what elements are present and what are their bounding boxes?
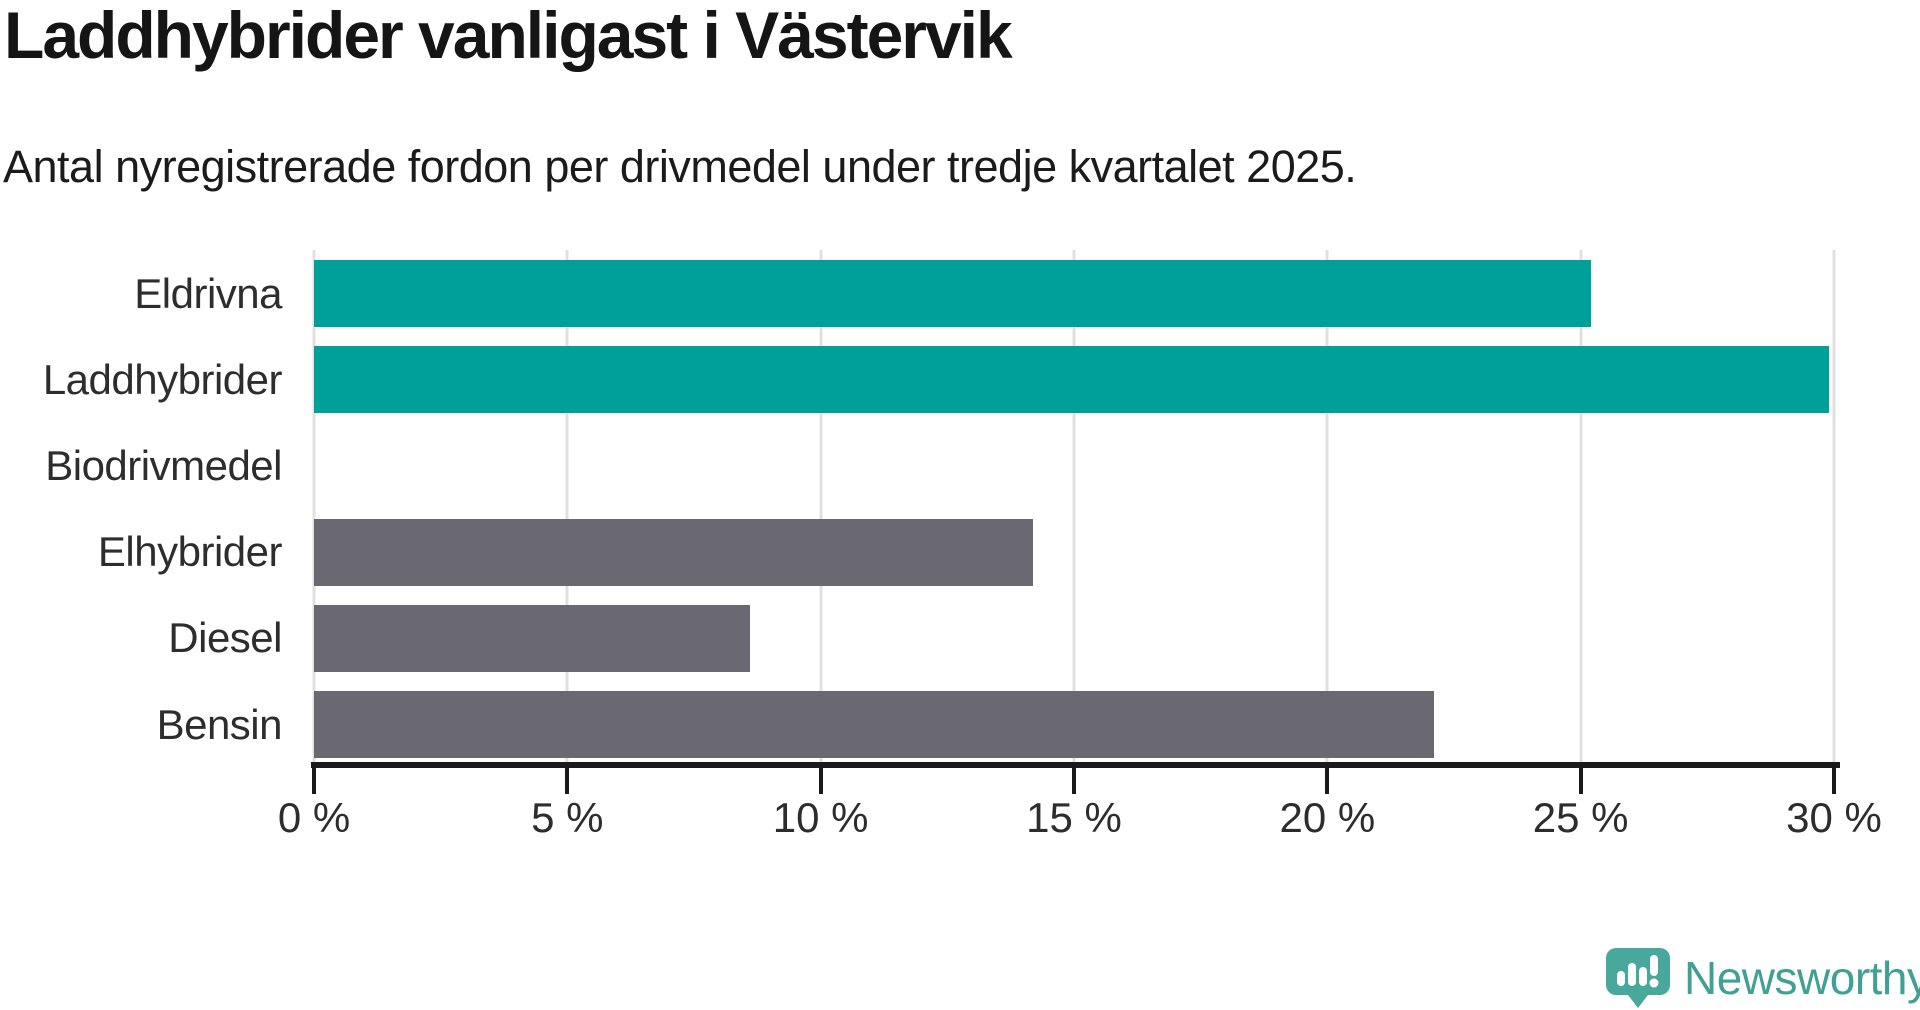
x-tick-15 — [1072, 768, 1076, 794]
newsworthy-logo-text: Newsworthy — [1684, 952, 1920, 1004]
category-label-laddhybrider: Laddhybrider — [42, 355, 283, 403]
x-tick-5 — [565, 768, 570, 794]
gridline-5 — [565, 250, 569, 763]
x-tick-label-5: 5 % — [531, 794, 604, 841]
bar-chart-plot-area — [312, 250, 1838, 763]
chart-title: Laddhybrider vanligast i Västervik — [4, 0, 1013, 72]
chart-subtitle: Antal nyregistrerade fordon per drivmede… — [3, 141, 1357, 192]
bar-diesel — [314, 604, 750, 672]
gridline-20 — [1325, 250, 1329, 763]
x-axis-line — [311, 762, 1840, 768]
bar-bensin — [314, 691, 1434, 758]
x-tick-0 — [312, 768, 316, 794]
x-tick-label-25: 25 % — [1532, 794, 1629, 841]
newsworthy-logo: Newsworthy — [1606, 948, 1920, 1008]
x-tick-10 — [818, 768, 823, 794]
category-label-bensin: Bensin — [156, 700, 283, 748]
x-tick-label-30: 30 % — [1786, 794, 1882, 841]
gridline-25 — [1579, 250, 1583, 763]
bar-elhybrider — [314, 518, 1034, 586]
gridline-30 — [1832, 250, 1836, 763]
category-label-elhybrider: Elhybrider — [97, 528, 283, 576]
newsworthy-speech-bubble-chart-icon — [1606, 948, 1670, 1008]
x-tick-label-10: 10 % — [772, 794, 869, 841]
category-label-biodrivmedel: Biodrivmedel — [45, 441, 282, 489]
x-tick-label-15: 15 % — [1026, 794, 1122, 841]
bar-laddhybrider — [314, 346, 1829, 414]
x-tick-20 — [1325, 768, 1330, 794]
x-tick-30 — [1832, 768, 1836, 794]
x-tick-label-20: 20 % — [1279, 794, 1376, 841]
x-tick-25 — [1578, 768, 1583, 794]
gridline-0 — [312, 250, 316, 763]
gridline-15 — [1072, 250, 1076, 763]
bar-eldrivna — [314, 260, 1591, 327]
x-tick-label-0: 0 % — [277, 794, 351, 841]
category-label-diesel: Diesel — [168, 614, 282, 662]
gridline-10 — [819, 250, 823, 763]
category-label-eldrivna: Eldrivna — [134, 269, 282, 317]
